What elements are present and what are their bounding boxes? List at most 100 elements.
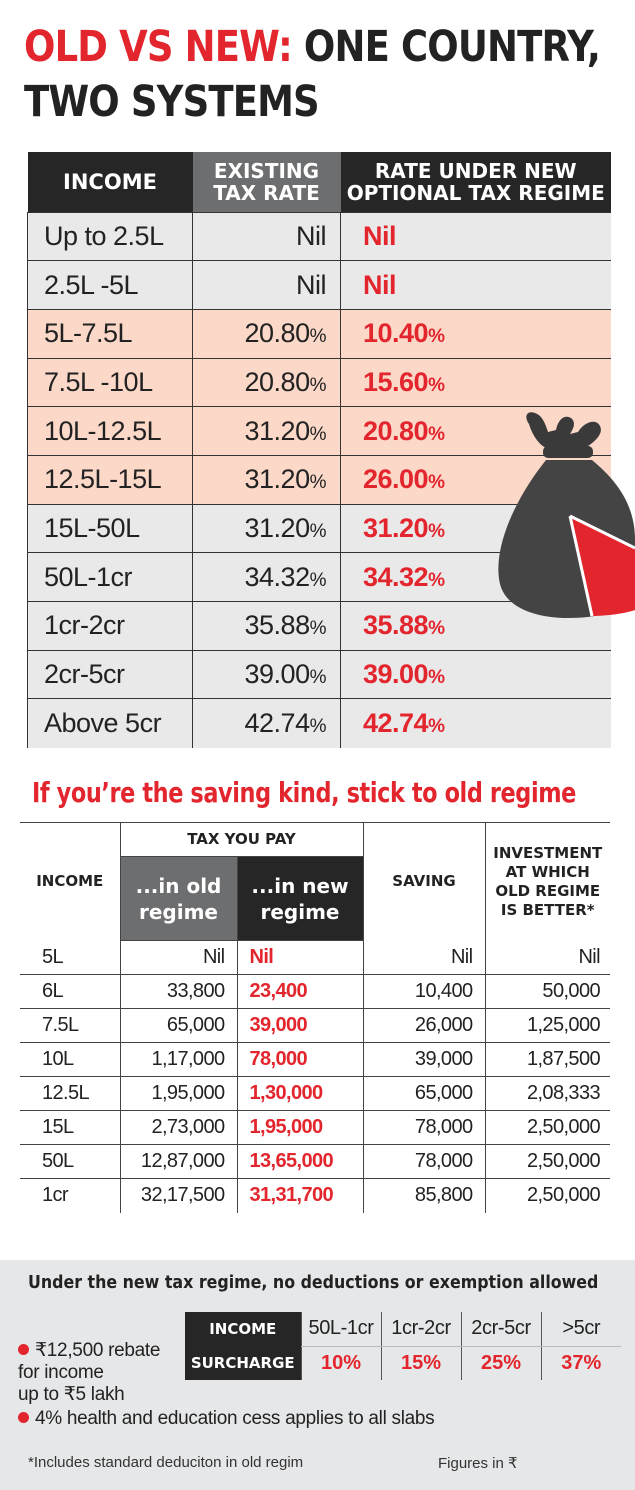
row-investment: Nil xyxy=(485,940,610,975)
tax-you-pay-header-row-2: ...in old regime ...in new regime xyxy=(20,856,610,941)
existing-rate-pct: % xyxy=(309,326,327,348)
new-rate-value: 26.00 xyxy=(363,464,429,495)
title-line-1: OLD VS NEW: ONE COUNTRY, xyxy=(24,20,601,75)
header-new-rate: RATE UNDER NEW OPTIONAL TAX REGIME xyxy=(340,152,611,212)
tax-rate-row: 2cr-5cr 39.00% 39.00% xyxy=(27,649,611,699)
header-investment: INVESTMENT AT WHICH OLD REGIME IS BETTER… xyxy=(485,822,610,941)
title-line-2: TWO SYSTEMS xyxy=(24,77,320,127)
existing-rate-pct: % xyxy=(309,520,327,542)
row-investment: 50,000 xyxy=(485,974,610,1009)
row-new-regime-tax: Nil xyxy=(237,940,364,975)
rebate-line3: up to ₹5 lakh xyxy=(18,1384,125,1405)
new-rate: 15.60% xyxy=(340,357,611,407)
row-saving: Nil xyxy=(363,940,486,975)
income-slab: 7.5L -10L xyxy=(27,357,193,407)
row-income: 1cr xyxy=(20,1178,121,1213)
new-rate-pct: % xyxy=(428,326,445,348)
row-old-regime-tax: 65,000 xyxy=(120,1008,238,1043)
new-rate: 10.40% xyxy=(340,308,611,359)
header-saving: SAVING xyxy=(363,822,486,941)
new-rate: Nil xyxy=(340,211,611,261)
new-rate-value: 15.60 xyxy=(363,366,429,397)
cess-note: 4% health and education cess applies to … xyxy=(18,1408,618,1430)
tax-rate-row: 2.5L -5L Nil Nil xyxy=(27,260,611,310)
tax-rate-row: 5L-7.5L 20.80% 10.40% xyxy=(27,308,611,359)
row-old-regime-tax: 33,800 xyxy=(120,974,238,1009)
existing-rate: 34.32% xyxy=(192,552,341,602)
header-old-line2: regime xyxy=(138,899,218,924)
row-new-regime-tax: 13,65,000 xyxy=(237,1144,364,1179)
new-rate-value: 31.20 xyxy=(363,512,429,543)
existing-rate-value: 35.88 xyxy=(244,610,311,641)
page-title: OLD VS NEW: ONE COUNTRY, TWO SYSTEMS xyxy=(24,20,601,130)
tax-you-pay-row: 7.5L 65,000 39,000 26,000 1,25,000 xyxy=(20,1008,610,1043)
row-income: 12.5L xyxy=(20,1076,121,1111)
row-income: 10L xyxy=(20,1042,121,1077)
income-slab: 12.5L-15L xyxy=(27,454,193,505)
rebate-line1: ₹12,500 rebate xyxy=(35,1340,161,1361)
row-new-regime-tax: 31,31,700 xyxy=(237,1178,364,1213)
income-slab: 5L-7.5L xyxy=(27,308,193,359)
existing-rate: 35.88% xyxy=(192,601,341,651)
new-rate: 42.74% xyxy=(340,698,611,748)
existing-rate: 31.20% xyxy=(192,406,341,456)
surcharge-income-label: INCOME xyxy=(185,1312,301,1346)
existing-rate-pct: % xyxy=(309,374,327,396)
row-income: 5L xyxy=(20,940,121,975)
row-investment: 2,08,333 xyxy=(485,1076,610,1111)
rebate-line2: for income xyxy=(18,1362,104,1383)
row-saving: 85,800 xyxy=(363,1178,486,1213)
tax-rate-row: 10L-12.5L 31.20% 20.80% xyxy=(27,406,611,456)
new-rate-value: 39.00 xyxy=(363,659,429,690)
header-income: INCOME xyxy=(27,152,193,212)
tax-you-pay-row: 5L Nil Nil Nil Nil xyxy=(20,940,610,975)
existing-rate: 31.20% xyxy=(192,503,341,553)
row-saving: 26,000 xyxy=(363,1008,486,1043)
existing-rate-pct: % xyxy=(309,423,327,445)
new-rate-pct: % xyxy=(428,423,445,445)
row-saving: 10,400 xyxy=(363,974,486,1009)
tax-you-pay-row: 6L 33,800 23,400 10,400 50,000 xyxy=(20,974,610,1009)
new-rate-value: 42.74 xyxy=(363,707,429,738)
row-investment: 2,50,000 xyxy=(526,1184,601,1207)
rate-above-5cr: 37% xyxy=(540,1346,621,1380)
header-investment-line3: OLD REGIME xyxy=(495,881,601,900)
surcharge-income-row: INCOME 50L-1cr 1cr-2cr 2cr-5cr >5cr xyxy=(185,1312,621,1347)
header-existing-line2: TAX RATE xyxy=(213,180,320,205)
tax-rate-header-row: INCOME EXISTING TAX RATE RATE UNDER NEW … xyxy=(27,152,611,212)
header-investment-line1: INVESTMENT xyxy=(493,843,603,862)
row-saving: 39,000 xyxy=(363,1042,486,1077)
tax-you-pay-row: 15L 2,73,000 1,95,000 78,000 2,50,000 xyxy=(20,1110,610,1145)
existing-rate-value: 42.74 xyxy=(244,707,311,738)
header-investment-line2: AT WHICH xyxy=(505,862,590,881)
header-existing-rate: EXISTING TAX RATE xyxy=(192,152,341,212)
row-new-regime-tax: 78,000 xyxy=(237,1042,364,1077)
existing-rate: Nil xyxy=(192,260,341,310)
bullet-dot-icon xyxy=(18,1344,29,1355)
surcharge-table-visible: INCOME 50L-1cr 1cr-2cr 2cr-5cr >5cr SURC… xyxy=(185,1312,621,1380)
new-rate-value: Nil xyxy=(363,220,397,251)
row-old-regime-tax: Nil xyxy=(120,940,238,975)
income-slab: 2cr-5cr xyxy=(27,649,193,699)
row-old-regime-tax: 32,17,500 xyxy=(120,1178,238,1213)
rate-2cr-5cr: 25% xyxy=(460,1346,541,1380)
row-saving: 65,000 xyxy=(363,1076,486,1111)
row-saving: 78,000 xyxy=(363,1144,486,1179)
tax-rate-table: INCOME EXISTING TAX RATE RATE UNDER NEW … xyxy=(27,152,611,748)
new-rate-value: 20.80 xyxy=(363,415,429,446)
footnote: *Includes standard deduciton in old regi… xyxy=(28,1454,304,1471)
slab-1cr-2cr: 1cr-2cr xyxy=(380,1312,461,1347)
row-old-regime-tax: 2,73,000 xyxy=(120,1110,238,1145)
existing-rate-value: 31.20 xyxy=(244,464,311,495)
new-rate-pct: % xyxy=(428,618,445,640)
rate-1cr-2cr: 15% xyxy=(380,1346,461,1380)
income-slab: 50L-1cr xyxy=(27,552,193,602)
income-slab: 10L-12.5L xyxy=(27,406,193,456)
header-tax-you-pay: TAX YOU PAY xyxy=(120,822,364,857)
row-investment: 2,50,000 xyxy=(485,1110,610,1145)
existing-rate-value: Nil xyxy=(296,220,327,251)
header-new-line1: RATE UNDER NEW xyxy=(374,158,577,183)
new-rate-value: 34.32 xyxy=(363,561,429,592)
surcharge-label: SURCHARGE xyxy=(185,1346,301,1380)
new-rate-pct: % xyxy=(428,472,445,494)
